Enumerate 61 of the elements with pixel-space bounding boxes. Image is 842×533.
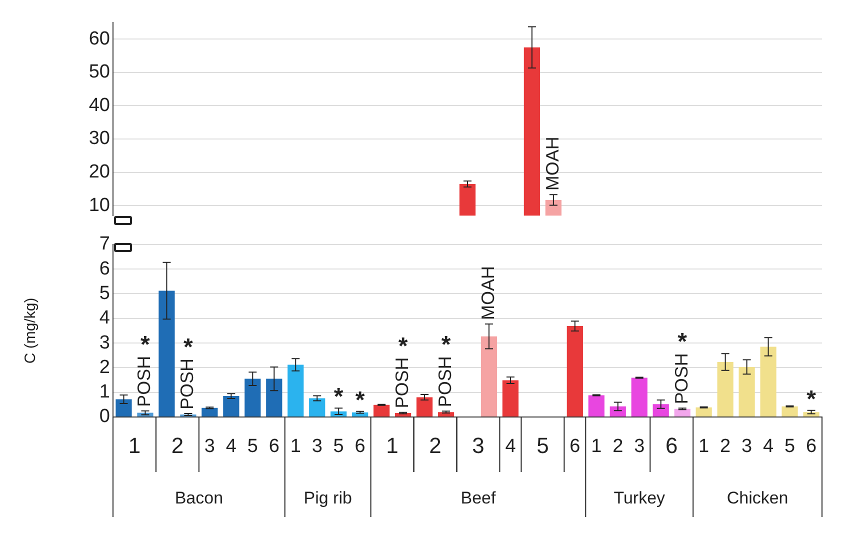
x-tick-label: 4 [226,436,237,458]
annotation: * [806,386,817,413]
annotation: * [140,331,151,358]
annotation: POSH [434,356,455,408]
x-tick-label: 3 [472,433,484,458]
y-tick-label: 3 [99,332,110,354]
x-tick-label: 2 [171,433,184,458]
y-tick-label: 6 [99,258,110,280]
annotation: * [678,328,688,356]
x-tick-label: 5 [784,436,796,458]
text: Turkey [614,488,666,508]
y-tick-label: 60 [88,28,110,50]
text: Chicken [726,488,788,508]
annotation: POSH [392,357,412,408]
x-tick-label: 1 [591,436,602,458]
annotation: MOAH [542,136,562,191]
y-tick-label: 2 [99,356,110,378]
y-tick-label: 20 [88,162,110,183]
x-tick-label: 5 [333,436,344,458]
y-tick-label: 40 [88,94,110,116]
annotation: * [355,386,366,414]
x-tick-label: 3 [634,436,645,458]
y-tick-label: 30 [88,128,110,150]
y-tick-label: 5 [99,282,110,304]
y-tick-label: 0 [99,406,110,428]
y-tick-label: 1 [99,382,110,403]
x-tick-label: 1 [386,433,398,458]
x-tick-label: 5 [247,436,258,458]
annotation: * [334,384,344,411]
y-tick-label: 50 [88,62,110,83]
x-tick-label: 3 [312,436,322,458]
text: Bacon [174,488,224,508]
x-tick-label: 4 [763,436,774,458]
x-tick-label: 2 [429,433,442,458]
x-tick-label: 1 [698,436,710,458]
x-tick-label: 6 [268,436,280,458]
x-tick-label: 5 [536,433,549,458]
x-tick-label: 3 [742,436,752,458]
x-tick-label: 6 [570,436,580,458]
text: Pig rib [304,488,352,508]
y-tick-label: 4 [99,308,110,329]
annotation: * [441,332,452,359]
y-tick-label: 10 [88,194,110,216]
annotation: * [398,332,408,360]
annotation: POSH [671,353,692,404]
x-tick-label: 4 [505,436,516,458]
x-tick-label: 1 [128,433,141,458]
x-tick-label: 6 [354,436,366,458]
x-tick-label: 1 [290,436,301,458]
text: Beef [460,488,496,508]
annotation: POSH [134,356,154,407]
annotation: * [184,334,194,362]
x-tick-label: 6 [806,436,817,458]
x-tick-label: 2 [720,436,731,458]
y-tick-label: 7 [99,234,110,255]
x-tick-label: 2 [612,436,624,458]
annotation: POSH [177,358,198,410]
x-tick-label: 3 [204,436,215,458]
y-axis-title: C (mg/kg) [22,298,40,364]
annotation: MOAH [478,266,498,320]
x-tick-label: 6 [665,433,678,458]
